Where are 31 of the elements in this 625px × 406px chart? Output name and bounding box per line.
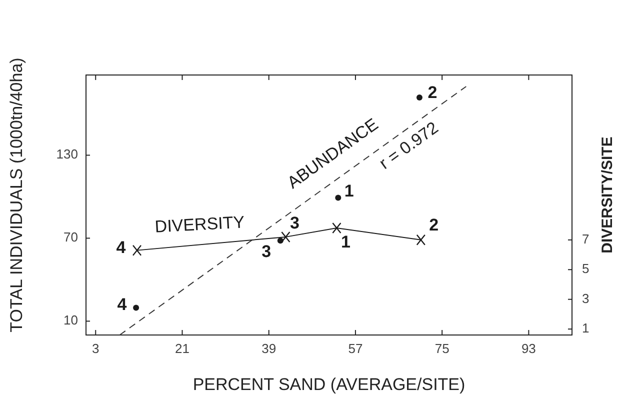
y2-axis-title: DIVERSITY/SITE — [599, 136, 616, 254]
annotation: 3 — [262, 242, 272, 262]
x-tick-label: 93 — [521, 341, 536, 356]
annotation: 2 — [428, 83, 438, 102]
point — [281, 231, 290, 243]
x-tick-label: 75 — [434, 341, 450, 356]
x-axis-title: PERCENT SAND (AVERAGE/SITE) — [192, 375, 466, 394]
point — [133, 304, 140, 311]
y2-tick-label: 1 — [582, 320, 590, 336]
point — [416, 94, 422, 101]
point — [332, 222, 342, 234]
x-tick-label: 3 — [92, 341, 100, 356]
point — [416, 234, 426, 246]
annotation: 3 — [290, 213, 300, 232]
y2-tick-label: 5 — [582, 261, 590, 276]
y2-tick-label: 3 — [582, 290, 590, 306]
y2-tick-label: 7 — [582, 231, 590, 246]
series-label: DIVERSITY — [154, 212, 246, 236]
x-tick-label: 39 — [262, 341, 276, 356]
y-tick-label: 70 — [64, 230, 78, 245]
x-tick-label: 57 — [348, 341, 363, 356]
point — [132, 244, 142, 256]
annotation: 2 — [429, 215, 439, 234]
annotation: 4 — [116, 238, 126, 257]
y-tick-label: 10 — [64, 312, 78, 328]
point — [335, 194, 342, 201]
y-tick-label: 130 — [56, 146, 78, 162]
annotation: 4 — [117, 295, 128, 314]
x-tick-label: 21 — [175, 341, 190, 356]
annotation: 1 — [340, 232, 350, 252]
y-axis-title: TOTAL INDIVIDUALS (1000tn/40ha) — [7, 58, 26, 332]
